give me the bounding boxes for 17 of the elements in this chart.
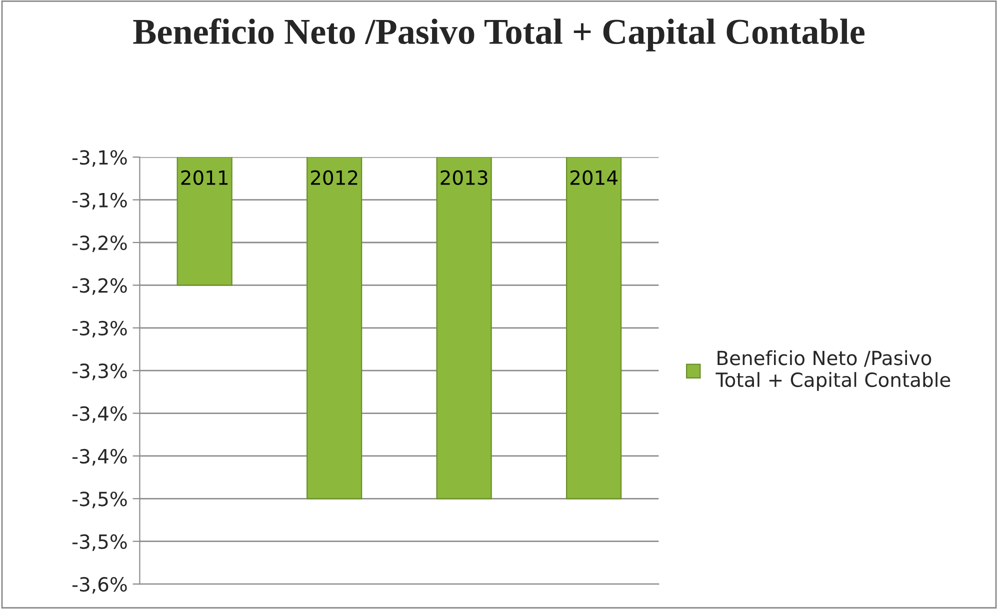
legend-label: Beneficio Neto /Pasivo Total + Capital Contable [716, 350, 950, 391]
y-tick-label: -3,3% [72, 364, 127, 380]
y-tick-label: -3,2% [72, 278, 127, 295]
y-tick-label: -3,3% [72, 320, 127, 338]
y-tick-label: -3,5% [72, 492, 127, 508]
y-tick-label: -3,1% [72, 150, 127, 167]
x-tick-label: 2011 [181, 170, 228, 185]
x-tick-label: 2014 [570, 170, 618, 185]
y-tick-label: -3,6% [72, 576, 127, 594]
y-tick-label: -3,4% [72, 448, 127, 466]
chart-title: Beneficio Neto /Pasivo Total + Capital Contable [133, 18, 864, 52]
y-tick-label: -3,5% [72, 534, 127, 551]
y-tick-label: -3,2% [72, 235, 127, 252]
y-tick-label: -3,1% [72, 192, 127, 210]
x-tick-label: 2012 [311, 170, 358, 185]
y-tick-label: -3,4% [72, 406, 127, 423]
x-tick-label: 2013 [440, 170, 488, 185]
